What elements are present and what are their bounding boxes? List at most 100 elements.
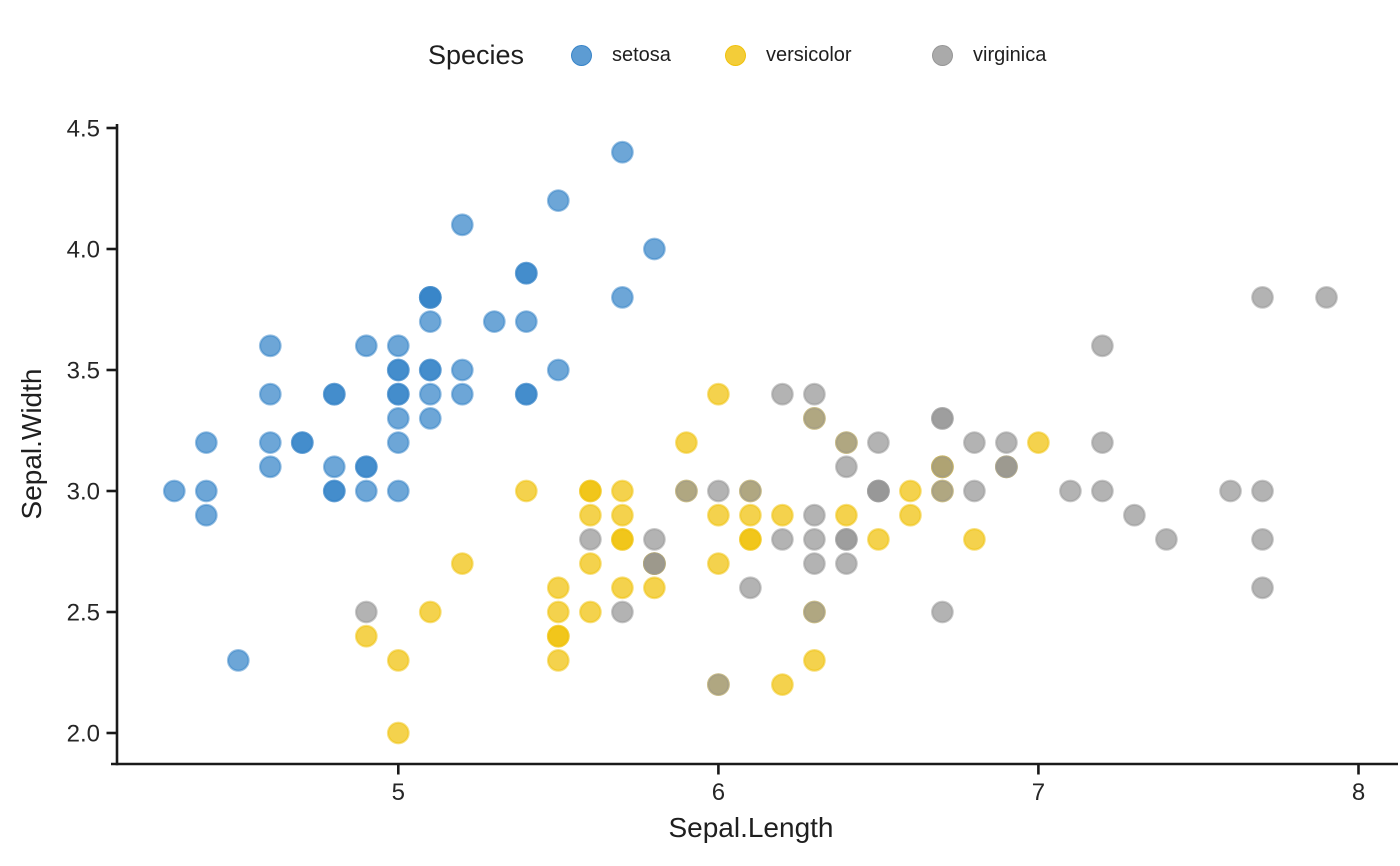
data-point-setosa xyxy=(354,479,378,503)
data-point-versicolor xyxy=(514,479,538,503)
data-point-virginica xyxy=(835,431,858,455)
data-point-versicolor xyxy=(1026,431,1050,455)
data-point-versicolor xyxy=(771,673,794,696)
y-tick-label: 4.0 xyxy=(67,237,100,264)
data-point-setosa xyxy=(386,334,410,358)
data-point-virginica xyxy=(995,431,1018,455)
data-point-versicolor xyxy=(803,649,826,672)
y-tick-label: 2.0 xyxy=(67,721,100,748)
data-point-setosa xyxy=(162,479,186,503)
data-point-versicolor xyxy=(771,503,794,527)
data-point-virginica xyxy=(835,552,858,575)
data-point-setosa xyxy=(418,286,442,309)
data-point-virginica xyxy=(931,407,954,430)
data-point-virginica xyxy=(1251,479,1274,503)
data-point-setosa xyxy=(482,310,506,334)
data-point-setosa xyxy=(322,479,346,503)
data-point-virginica xyxy=(867,479,890,503)
data-point-virginica xyxy=(1090,431,1114,455)
data-point-virginica xyxy=(1251,286,1274,309)
data-point-versicolor xyxy=(739,503,762,527)
y-tick-label: 3.0 xyxy=(67,479,100,506)
data-point-versicolor xyxy=(899,503,922,527)
data-point-setosa xyxy=(514,261,538,285)
data-point-virginica xyxy=(803,407,826,430)
data-point-setosa xyxy=(514,382,538,406)
data-point-versicolor xyxy=(386,721,410,745)
data-point-virginica xyxy=(707,479,730,503)
x-tick-label: 7 xyxy=(1032,779,1045,806)
data-point-setosa xyxy=(386,431,410,455)
data-point-setosa xyxy=(386,407,410,430)
data-point-setosa xyxy=(290,431,314,455)
data-point-virginica xyxy=(1154,528,1178,551)
data-point-versicolor xyxy=(450,552,474,575)
data-point-virginica xyxy=(643,528,666,551)
data-point-setosa xyxy=(258,455,282,479)
legend-label-setosa: setosa xyxy=(612,43,671,66)
legend-dot-setosa xyxy=(571,44,592,66)
legend-label-virginica: virginica xyxy=(973,43,1047,66)
data-point-versicolor xyxy=(546,576,570,600)
x-axis-title: Sepal.Length xyxy=(668,812,834,843)
data-point-setosa xyxy=(386,382,410,406)
data-point-setosa xyxy=(418,407,442,430)
data-point-virginica xyxy=(963,479,986,503)
data-point-versicolor xyxy=(707,503,730,527)
data-point-virginica xyxy=(739,576,762,600)
data-point-setosa xyxy=(194,479,218,503)
data-point-setosa xyxy=(386,479,410,503)
data-point-virginica xyxy=(1219,479,1242,503)
y-tick-label: 2.5 xyxy=(67,600,100,627)
data-point-versicolor xyxy=(579,503,602,527)
data-point-versicolor xyxy=(707,552,730,575)
data-point-setosa xyxy=(450,382,474,406)
data-point-setosa xyxy=(546,358,570,382)
data-point-virginica xyxy=(1058,479,1082,503)
y-tick-label: 4.5 xyxy=(67,116,100,143)
data-point-setosa xyxy=(611,140,634,164)
data-point-setosa xyxy=(418,310,442,334)
data-point-versicolor xyxy=(546,624,570,648)
data-point-setosa xyxy=(418,382,442,406)
data-point-setosa xyxy=(194,431,218,455)
data-point-virginica xyxy=(931,479,954,503)
data-point-versicolor xyxy=(963,528,986,551)
legend-title: Species xyxy=(428,40,525,70)
data-point-virginica xyxy=(931,600,954,624)
series-versicolor xyxy=(354,382,1050,745)
data-point-setosa xyxy=(258,334,282,358)
legend-item-setosa: setosa xyxy=(571,42,671,68)
data-point-versicolor xyxy=(835,503,858,527)
data-point-setosa xyxy=(450,213,474,237)
data-point-virginica xyxy=(835,528,858,551)
data-point-virginica xyxy=(611,600,634,624)
data-point-versicolor xyxy=(899,479,922,503)
data-point-setosa xyxy=(386,358,410,382)
data-point-versicolor xyxy=(611,479,634,503)
data-point-virginica xyxy=(1315,286,1338,309)
data-point-virginica xyxy=(803,528,826,551)
data-point-setosa xyxy=(546,189,570,213)
data-point-versicolor xyxy=(579,552,602,575)
data-point-setosa xyxy=(258,382,282,406)
data-point-virginica xyxy=(1090,479,1114,503)
data-point-virginica xyxy=(1251,528,1274,551)
x-tick-label: 6 xyxy=(712,779,725,806)
data-point-setosa xyxy=(226,649,250,672)
data-point-versicolor xyxy=(867,528,890,551)
data-point-virginica xyxy=(771,382,794,406)
data-point-virginica xyxy=(354,600,378,624)
data-point-virginica xyxy=(739,479,762,503)
data-point-virginica xyxy=(1122,503,1146,527)
data-point-versicolor xyxy=(546,649,570,672)
data-point-setosa xyxy=(514,310,538,334)
data-point-virginica xyxy=(1251,576,1274,600)
data-point-versicolor xyxy=(611,528,634,551)
data-point-virginica xyxy=(803,382,826,406)
data-point-setosa xyxy=(643,237,666,261)
data-point-versicolor xyxy=(386,649,410,672)
data-point-versicolor xyxy=(579,600,602,624)
